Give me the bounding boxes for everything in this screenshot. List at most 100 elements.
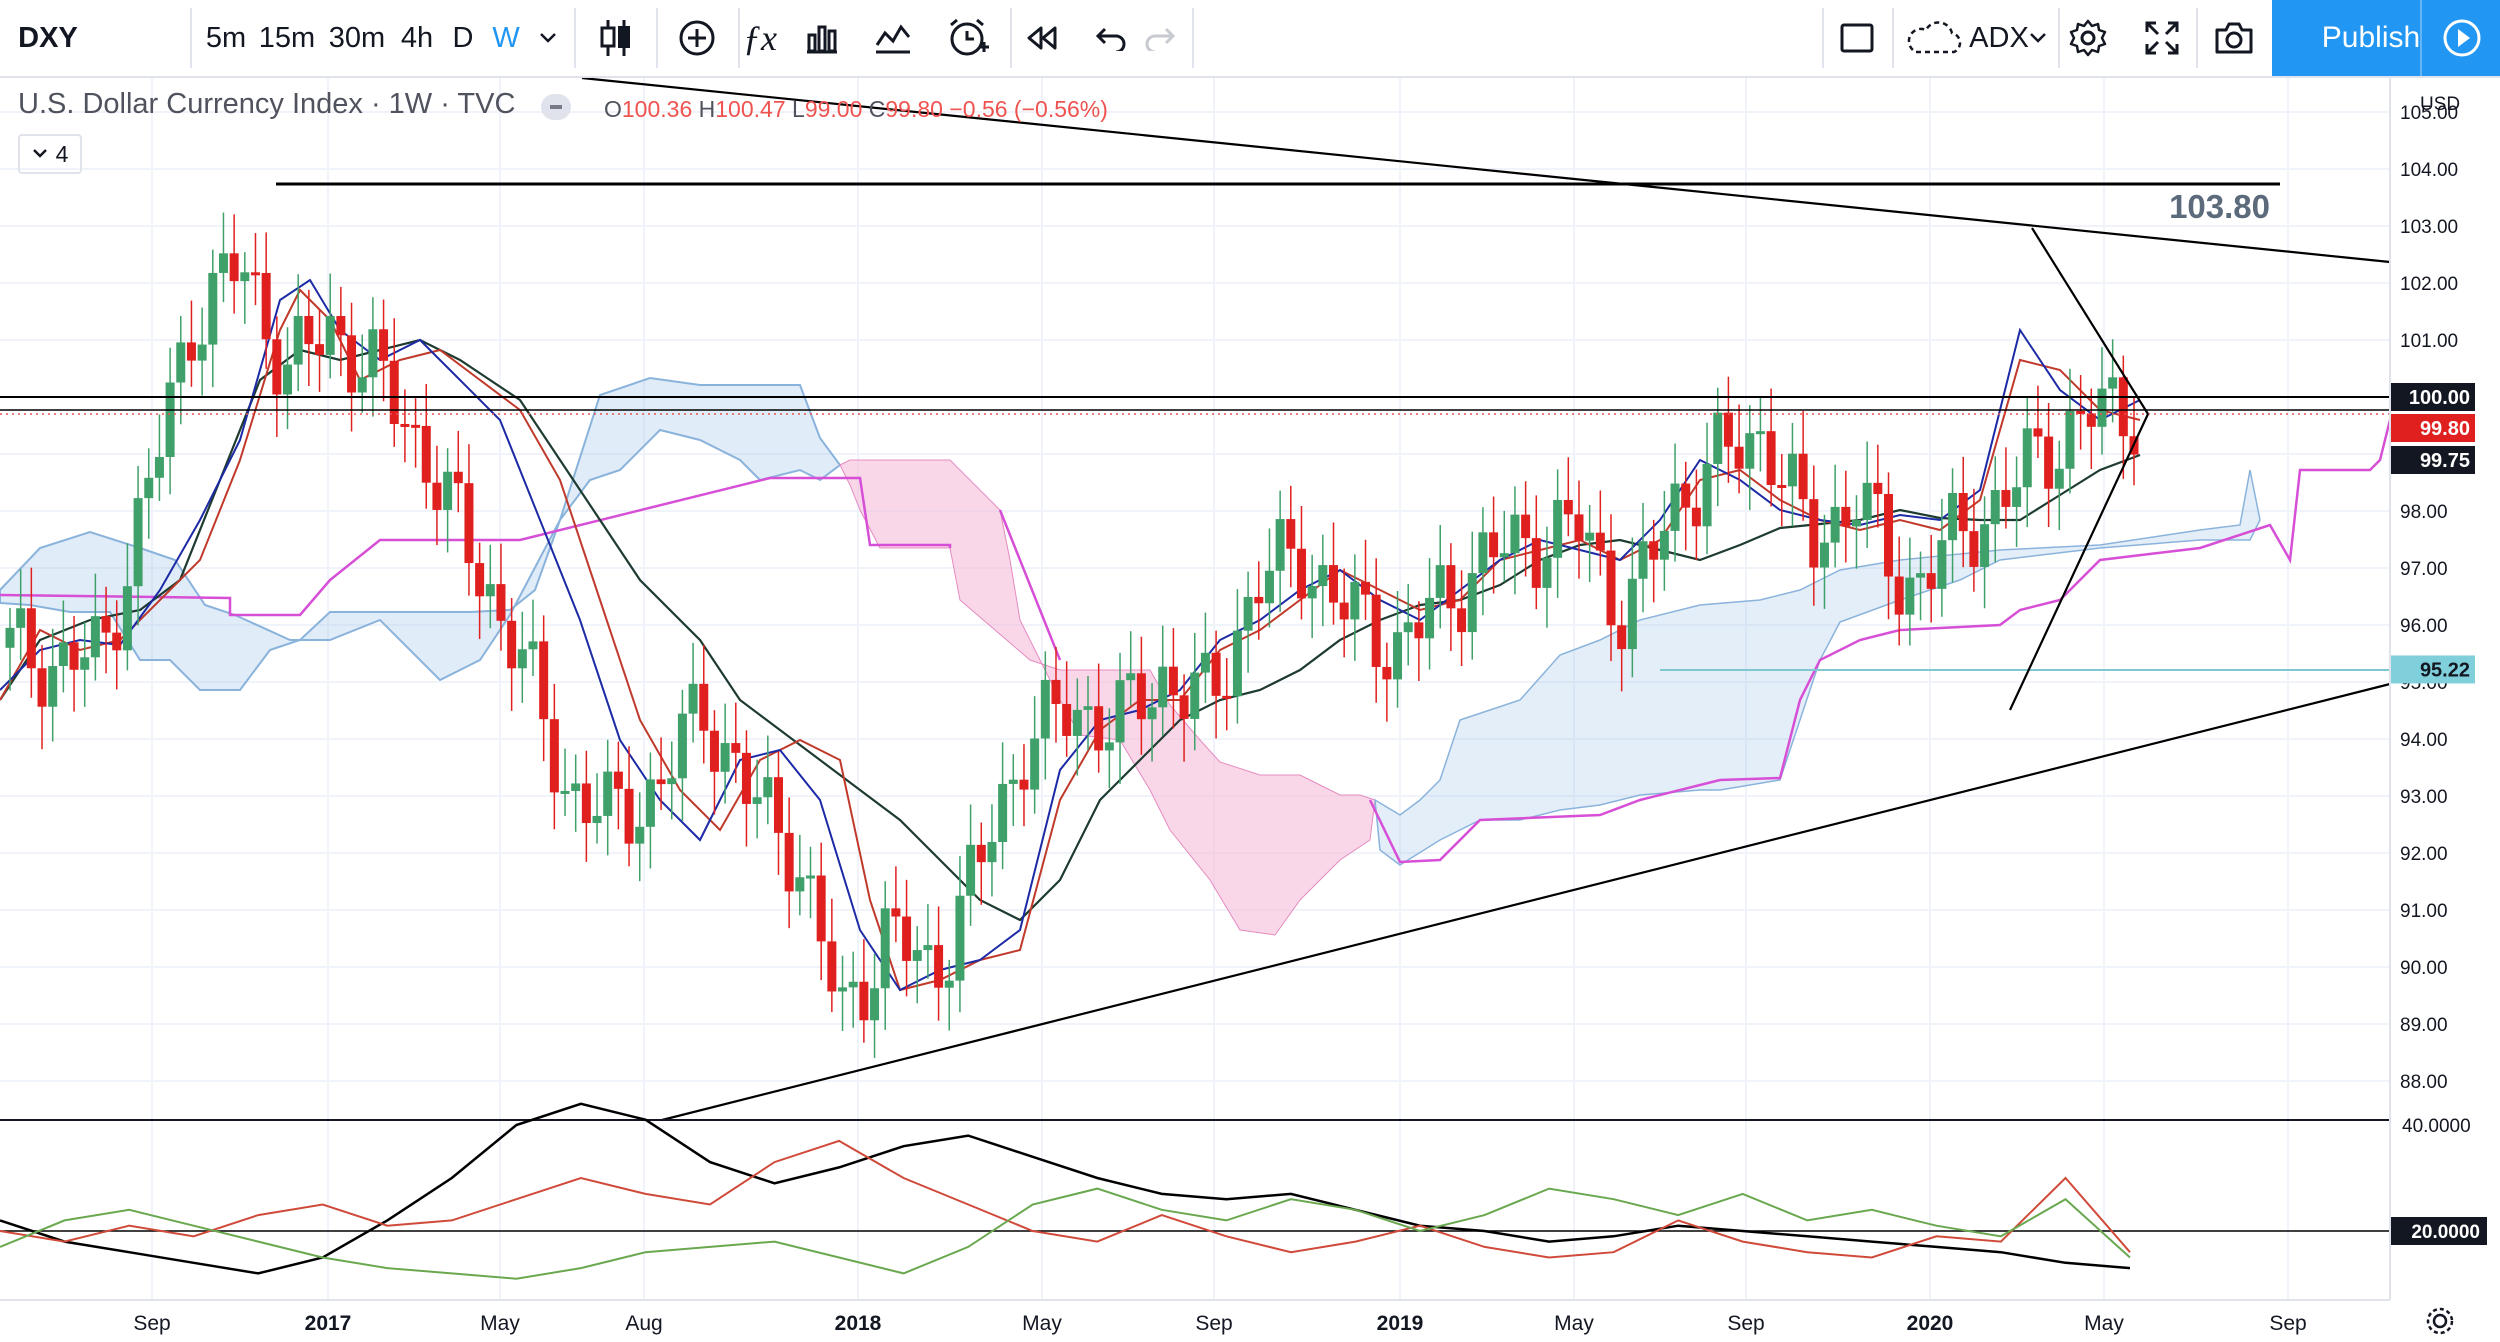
candle-body — [1777, 485, 1787, 489]
replay-icon[interactable] — [1012, 0, 1072, 76]
candle-body — [1307, 586, 1317, 599]
candle-body — [122, 586, 132, 651]
triangle-lower-leg[interactable] — [2009, 413, 2149, 711]
templates-icon[interactable] — [790, 0, 854, 76]
cloud-icon[interactable] — [1898, 0, 1970, 76]
candle-body — [133, 498, 143, 587]
candle-body — [902, 916, 912, 961]
time-tick-label: Sep — [133, 1312, 170, 1335]
upper-trendline[interactable] — [581, 78, 2391, 264]
candle-body — [1072, 709, 1082, 736]
line-chart-icon[interactable] — [860, 0, 926, 76]
candle-body — [1531, 538, 1541, 588]
price-tick-label: 105.00 — [2400, 103, 2458, 124]
undo-icon[interactable] — [1082, 0, 1140, 76]
candle-body — [1318, 565, 1328, 587]
price-badge-label: 95.22 — [2420, 659, 2470, 681]
candle-body — [2065, 410, 2075, 469]
candle-body — [1296, 548, 1306, 599]
candle-body — [2076, 410, 2086, 414]
fullscreen-icon[interactable] — [2134, 0, 2190, 76]
candle-body — [507, 620, 517, 669]
indicator-name[interactable]: ADX — [1969, 21, 2029, 54]
candle-body — [1606, 550, 1616, 626]
candle-body — [26, 608, 36, 669]
candle-body — [1905, 577, 1915, 615]
price-axis[interactable]: 88.0089.0090.0091.0092.0093.0094.0095.00… — [2169, 94, 2475, 1093]
candle-body — [1243, 596, 1253, 631]
candle-body — [539, 641, 549, 720]
triangle-upper-leg[interactable] — [2031, 227, 2149, 415]
interval-15m[interactable]: 15m — [258, 21, 316, 54]
candle-body — [1521, 514, 1531, 539]
rectangle-icon[interactable] — [1826, 0, 1888, 76]
camera-icon[interactable] — [2204, 0, 2264, 76]
play-icon[interactable] — [2420, 0, 2500, 76]
indicator-count: 4 — [55, 140, 69, 167]
candle-body — [773, 777, 783, 833]
indicator-collapse-button[interactable]: 4 — [18, 134, 82, 174]
price-tick-label: 103.00 — [2400, 217, 2458, 238]
indicators-icon[interactable]: ƒx — [743, 18, 777, 58]
adx-axis[interactable]: 20.0000 40.0000 — [2391, 1116, 2487, 1245]
interval-30m[interactable]: 30m — [328, 21, 386, 54]
candle-body — [987, 841, 997, 863]
candle-body — [1051, 679, 1061, 704]
candle-body — [421, 425, 431, 483]
time-tick-label: May — [1554, 1312, 1594, 1335]
candle-body — [48, 666, 58, 707]
candle-body — [368, 329, 378, 378]
price-tick-label: 94.00 — [2400, 730, 2448, 751]
candle-body — [763, 777, 773, 798]
time-axis[interactable]: Sep 2017 May Aug 2018 May Sep 2019 May Sep 2020 May… — [133, 1307, 2454, 1335]
price-tick-label: 98.00 — [2400, 502, 2448, 523]
candle-body — [1980, 524, 1990, 567]
candle-body — [154, 456, 164, 478]
adx-tick-label: 40.0000 — [2402, 1116, 2471, 1137]
price-badge — [2391, 414, 2475, 442]
candle-body — [1030, 738, 1040, 790]
price-chart[interactable]: 88.0089.0090.0091.0092.0093.0094.0095.00… — [0, 78, 2500, 1342]
candle-body — [603, 771, 613, 816]
interval-4h[interactable]: 4h — [400, 21, 434, 54]
candle-body — [1958, 493, 1968, 532]
candle-body — [870, 988, 880, 1021]
adx-axis-label — [2420, 1136, 2480, 1162]
candle-body — [336, 316, 346, 336]
candle-body — [1232, 630, 1242, 697]
candle-body — [1179, 695, 1189, 719]
top-toolbar: DXY 5m 15m 30m 4h D W ƒx ADX Pu — [0, 0, 2500, 78]
candle-body — [58, 642, 68, 667]
candle-body — [624, 788, 634, 844]
candle-body — [891, 908, 901, 917]
candles-icon[interactable] — [586, 0, 646, 76]
candle-body — [293, 315, 303, 365]
candle-body — [208, 272, 218, 345]
symbol-search[interactable]: DXY — [18, 21, 78, 54]
candle-body — [325, 316, 335, 355]
lower-trendline[interactable] — [661, 682, 2391, 1122]
redo-icon[interactable] — [1132, 0, 1188, 76]
candle-body — [1841, 506, 1851, 527]
candle-body — [581, 783, 591, 824]
add-compare-icon[interactable] — [664, 0, 730, 76]
settings-icon[interactable] — [2064, 0, 2112, 76]
interval-w[interactable]: W — [492, 21, 520, 54]
candle-body — [272, 339, 282, 395]
alert-icon[interactable] — [930, 0, 1006, 76]
candle-body — [795, 877, 805, 892]
candle-body — [1809, 499, 1819, 568]
candle-body — [1040, 679, 1050, 739]
interval-5m[interactable]: 5m — [205, 21, 247, 54]
candle-body — [1894, 576, 1904, 615]
drawings — [0, 78, 2391, 1122]
interval-d[interactable]: D — [452, 21, 474, 54]
candle-body — [1382, 666, 1392, 680]
chevron-down-icon[interactable] — [2020, 0, 2056, 76]
candle-body — [432, 482, 442, 510]
axis-settings-icon[interactable] — [2426, 1307, 2454, 1335]
hide-legend-button[interactable] — [541, 94, 571, 120]
series-title[interactable]: U.S. Dollar Currency Index · 1W · TVC — [18, 88, 516, 120]
chevron-down-icon[interactable] — [530, 0, 566, 76]
change-value: −0.56 (−0.56%) — [949, 96, 1108, 122]
